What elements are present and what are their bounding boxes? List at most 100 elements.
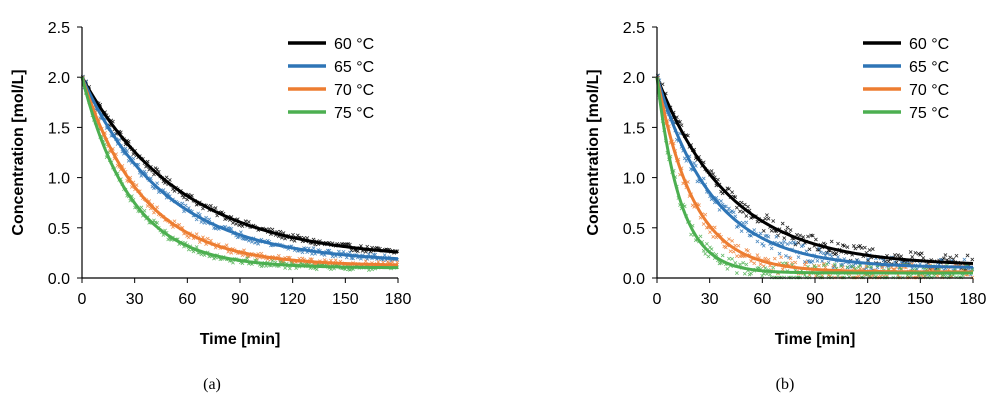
legend-item-70c: 70 °C bbox=[288, 82, 374, 99]
x-tick-label: 150 bbox=[332, 291, 359, 308]
data-point bbox=[867, 248, 872, 252]
data-point bbox=[283, 266, 288, 270]
data-point bbox=[908, 250, 913, 254]
y-tick-labels: 0.0 0.5 1.0 1.5 2.0 2.5 bbox=[48, 20, 70, 288]
data-point bbox=[395, 260, 400, 265]
data-point bbox=[256, 241, 261, 246]
x-axis-title: Time [min] bbox=[775, 331, 856, 348]
data-point bbox=[795, 232, 799, 237]
data-point bbox=[892, 253, 897, 257]
data-point bbox=[746, 249, 750, 253]
fit-lines bbox=[80, 76, 399, 270]
data-point bbox=[752, 261, 757, 266]
data-point bbox=[711, 234, 716, 239]
y-tick-label: 2.5 bbox=[623, 20, 645, 37]
data-point bbox=[802, 262, 807, 267]
data-point bbox=[727, 187, 731, 191]
data-point bbox=[205, 236, 210, 241]
data-point bbox=[172, 189, 177, 193]
data-point bbox=[155, 221, 160, 225]
x-tick-label: 150 bbox=[907, 291, 934, 308]
x-tick-label: 120 bbox=[854, 291, 881, 308]
data-point bbox=[231, 221, 235, 225]
data-point bbox=[758, 262, 763, 266]
legend-label: 65 °C bbox=[909, 59, 949, 76]
y-tick-label: 1.0 bbox=[48, 171, 70, 188]
data-point bbox=[763, 266, 768, 271]
y-tick-label: 2.0 bbox=[48, 70, 70, 87]
data-point bbox=[832, 262, 837, 267]
legend-label: 60 °C bbox=[909, 36, 949, 53]
data-point bbox=[686, 133, 690, 138]
data-point bbox=[348, 250, 352, 255]
y-axis-title: Concentration [mol/L] bbox=[585, 69, 602, 235]
data-point bbox=[774, 234, 779, 239]
data-point bbox=[746, 204, 750, 209]
data-point bbox=[817, 263, 821, 268]
data-point bbox=[801, 243, 806, 248]
data-point bbox=[744, 214, 749, 218]
data-point bbox=[755, 219, 760, 224]
data-point bbox=[785, 242, 790, 246]
data-point bbox=[886, 259, 891, 264]
data-point bbox=[817, 246, 821, 251]
data-point bbox=[231, 260, 235, 265]
axes bbox=[81, 27, 398, 279]
data-point bbox=[892, 260, 897, 265]
legend-item-65c: 65 °C bbox=[863, 59, 949, 76]
data-point bbox=[755, 239, 760, 244]
data-point bbox=[730, 238, 735, 243]
panel-caption: (b) bbox=[776, 376, 795, 393]
data-point bbox=[366, 268, 371, 272]
x-tick-label: 30 bbox=[126, 291, 144, 308]
tick-marks bbox=[77, 26, 399, 283]
data-point bbox=[772, 256, 777, 261]
legend-item-60c: 60 °C bbox=[863, 36, 949, 53]
data-point bbox=[292, 238, 297, 243]
data-point bbox=[155, 167, 160, 172]
data-point bbox=[962, 257, 967, 262]
data-point bbox=[250, 240, 254, 244]
data-point bbox=[742, 202, 747, 207]
data-point bbox=[935, 273, 940, 278]
legend-label: 75 °C bbox=[909, 105, 949, 122]
data-point bbox=[818, 250, 823, 255]
data-point bbox=[810, 259, 815, 263]
data-point bbox=[180, 201, 185, 206]
data-point bbox=[783, 261, 788, 266]
fit-lines bbox=[655, 76, 974, 275]
data-point bbox=[314, 267, 319, 272]
data-point bbox=[734, 254, 739, 258]
data-point bbox=[197, 240, 202, 245]
data-point bbox=[741, 210, 746, 214]
legend: 60 °C 65 °C 70 °C 75 °C bbox=[288, 36, 374, 122]
data-point bbox=[836, 241, 840, 246]
x-tick-label: 180 bbox=[960, 291, 987, 308]
fit-line-70c bbox=[80, 76, 399, 267]
x-tick-label: 90 bbox=[231, 291, 249, 308]
data-point bbox=[731, 210, 736, 215]
data-point bbox=[717, 207, 722, 212]
data-point bbox=[708, 230, 712, 234]
data-point bbox=[194, 217, 199, 222]
y-tick-labels: 0.0 0.5 1.0 1.5 2.0 2.5 bbox=[623, 20, 645, 288]
data-point bbox=[965, 253, 970, 258]
data-point bbox=[845, 245, 850, 249]
data-point bbox=[734, 271, 739, 275]
data-point bbox=[866, 264, 870, 269]
data-point bbox=[804, 260, 809, 265]
y-tick-label: 1.5 bbox=[623, 120, 645, 137]
y-tick-label: 0.0 bbox=[48, 271, 70, 288]
data-point bbox=[741, 260, 746, 265]
data-point bbox=[761, 229, 766, 233]
data-point bbox=[183, 203, 188, 208]
y-tick-label: 0.5 bbox=[623, 221, 645, 238]
data-point bbox=[336, 249, 341, 254]
data-point bbox=[766, 257, 771, 262]
data-point bbox=[684, 158, 689, 163]
data-point bbox=[766, 234, 771, 239]
data-point bbox=[919, 251, 924, 256]
data-point bbox=[245, 256, 250, 261]
chart-panel-a: 0 30 60 90 120 150 180 0.0 0.5 1.0 1.5 2.0 2.5 60 °… bbox=[10, 20, 411, 393]
